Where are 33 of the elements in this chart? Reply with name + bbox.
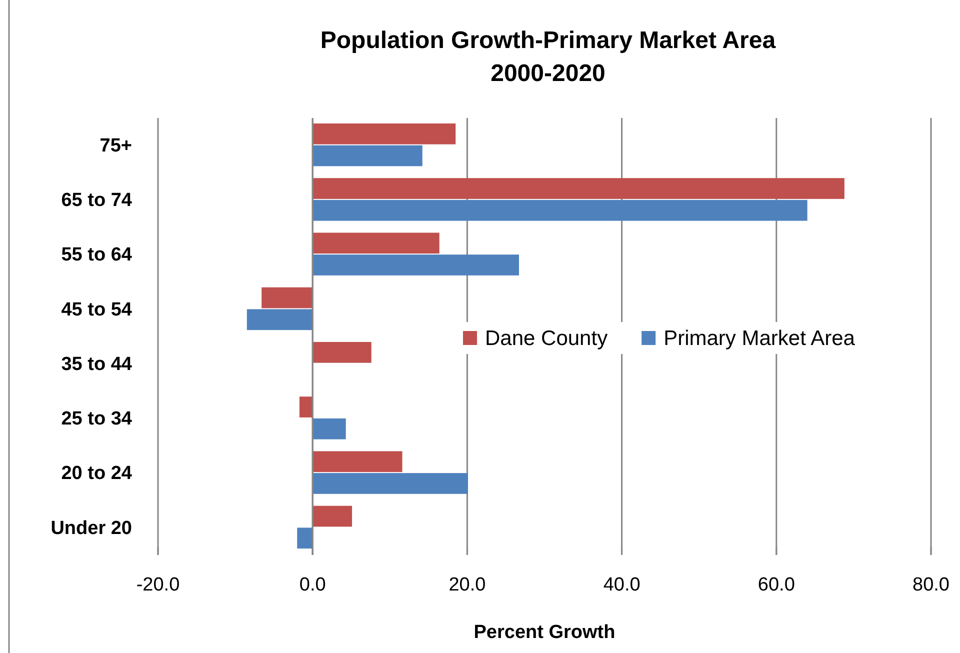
bar <box>312 473 468 494</box>
y-tick-label: Under 20 <box>50 518 132 539</box>
bar <box>262 287 313 308</box>
bar <box>312 506 352 527</box>
y-tick-label: 35 to 44 <box>61 354 132 375</box>
bar <box>312 123 456 144</box>
bar <box>312 254 519 276</box>
y-tick-label: 45 to 54 <box>61 299 132 320</box>
y-tick-label: 55 to 64 <box>61 244 132 266</box>
legend-label: Dane County <box>485 327 608 350</box>
y-tick-label: 20 to 24 <box>61 463 132 484</box>
bar <box>312 200 808 221</box>
bar <box>297 528 313 549</box>
chart-title: Population Growth-Primary Market Area 2000-2020 <box>320 27 776 87</box>
bar <box>312 178 844 199</box>
x-tick-label: 40.0 <box>603 574 640 596</box>
bar <box>312 451 402 472</box>
x-tick-label: -20.0 <box>136 574 180 596</box>
bar <box>312 145 422 166</box>
x-tick-label: 0.0 <box>299 574 326 596</box>
bar <box>299 396 313 418</box>
bar <box>312 342 372 363</box>
x-axis-title: Percent Growth <box>474 622 616 643</box>
x-tick-label: 20.0 <box>448 574 486 596</box>
bar <box>312 418 346 440</box>
y-tick-label: 65 to 74 <box>61 190 132 212</box>
y-tick-label: 75+ <box>100 135 132 156</box>
y-tick-label: 25 to 34 <box>61 408 132 430</box>
x-tick-label: 80.0 <box>912 574 950 596</box>
bar <box>246 309 313 330</box>
x-tick-label: 60.0 <box>758 574 795 596</box>
bar <box>312 232 440 254</box>
legend-label: Primary Market Area <box>664 327 856 350</box>
